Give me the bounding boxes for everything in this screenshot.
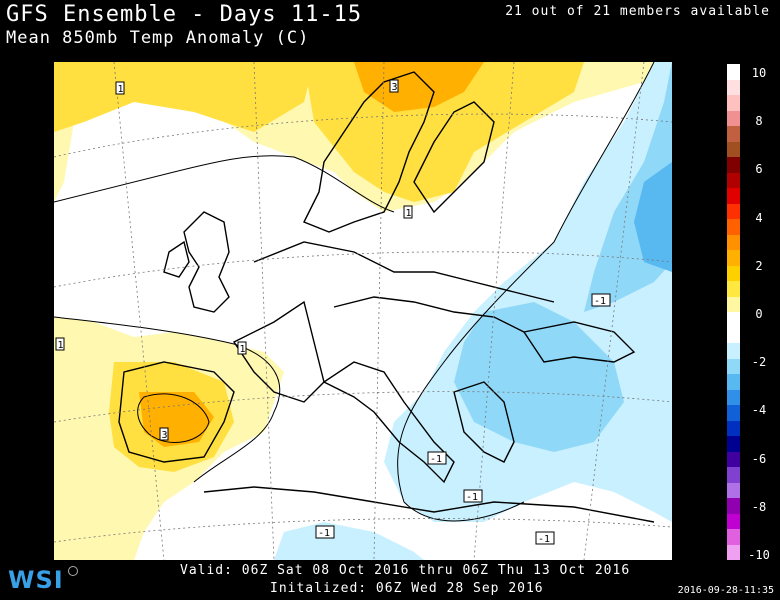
cold-core-far-east	[634, 162, 672, 272]
timestamp: 2016-09-28-11:35	[677, 585, 774, 596]
colorbar-swatch	[727, 358, 740, 374]
colorbar-swatch	[727, 110, 740, 126]
warm-core-north	[354, 62, 484, 112]
colorbar-swatch	[727, 141, 740, 157]
warm-core-iberia-2	[139, 392, 214, 447]
valid-time: Valid: 06Z Sat 08 Oct 2016 thru 06Z Thu …	[180, 563, 631, 578]
colorbar-swatch	[727, 188, 740, 204]
colorbar-swatch	[727, 343, 740, 359]
colorbar-swatch	[727, 389, 740, 405]
colorbar-swatch	[727, 420, 740, 436]
members-available: 21 out of 21 members available	[505, 4, 770, 19]
contour-line	[397, 62, 655, 522]
map-subtitle: Mean 850mb Temp Anomaly (C)	[6, 28, 310, 48]
contour-label-3: 3	[162, 430, 168, 441]
colorbar-swatch	[727, 95, 740, 111]
colorbar-label: 10	[751, 66, 767, 80]
colorbar-swatch	[727, 234, 740, 250]
colorbar-label: 2	[755, 258, 763, 273]
colorbar-swatch	[727, 405, 740, 421]
anomaly-map: 1 1 1 1 3 3 -1 -1 -1 -1 -1	[54, 62, 672, 560]
contour-label-minus-1: -1	[466, 492, 478, 503]
coastlines	[118, 71, 655, 523]
colorbar-label: 6	[755, 162, 763, 177]
wsi-logo: WSI	[8, 566, 64, 594]
colorbar-swatch	[727, 498, 740, 514]
colorbar-swatch	[727, 281, 740, 297]
colorbar-swatch	[727, 203, 740, 219]
colorbar-label: 4	[755, 210, 763, 225]
initialized-time: Initalized: 06Z Wed 28 Sep 2016	[270, 581, 544, 596]
contour-label-minus-1: -1	[594, 296, 606, 307]
colorbar-swatch	[727, 64, 740, 80]
colorbar-swatch	[727, 79, 740, 95]
contour-label-minus-1: -1	[430, 454, 442, 465]
colorbar-swatch	[727, 467, 740, 483]
colorbar-swatch	[727, 327, 740, 343]
cold-core-balkans	[454, 302, 624, 452]
colorbar-label: 0	[755, 307, 763, 321]
colorbar-swatch	[727, 529, 740, 545]
contour-line	[54, 316, 281, 483]
cold-region-south	[274, 522, 424, 560]
colorbar-swatch	[727, 172, 740, 188]
colorbar-swatch	[727, 219, 740, 235]
warm-region-atlantic-west	[54, 62, 314, 132]
contour-label-1: 1	[406, 208, 412, 219]
contour-labels: 1 1 1 1 3 3 -1 -1 -1 -1 -1	[55, 79, 611, 545]
colorbar-swatch	[727, 436, 740, 452]
contour-label-1: 1	[240, 344, 246, 355]
colorbar-label: -10	[748, 548, 770, 562]
contour-label-minus-1: -1	[538, 534, 550, 545]
colorbar-swatch	[727, 250, 740, 266]
contour-line	[137, 393, 210, 443]
colorbar-label: 8	[755, 114, 763, 129]
contour-label-1: 1	[58, 340, 64, 351]
colorbar-swatch	[727, 451, 740, 467]
contour-label-minus-1: -1	[318, 528, 330, 539]
colorbar-swatch	[727, 126, 740, 142]
colorbar-swatch	[727, 296, 740, 312]
colorbar-swatch	[727, 312, 740, 328]
colorbar-swatch	[727, 157, 740, 173]
colorbar-label: -2	[751, 355, 767, 370]
colorbar-label: -4	[751, 403, 767, 418]
colorbar-swatch	[727, 265, 740, 281]
colorbar-swatch	[727, 544, 740, 560]
contour-label-3: 3	[392, 82, 398, 93]
registered-icon	[68, 566, 78, 576]
graticule	[54, 62, 672, 560]
contour-label-1: 1	[118, 84, 124, 95]
colorbar-swatch	[727, 374, 740, 390]
colorbar-label: -6	[751, 451, 767, 466]
colorbar-label: -8	[751, 499, 767, 514]
colorbar-swatch	[727, 482, 740, 498]
colorbar	[727, 64, 740, 560]
colorbar-swatch	[727, 513, 740, 529]
contour-line	[54, 155, 395, 213]
map-title: GFS Ensemble - Days 11-15	[6, 2, 363, 27]
